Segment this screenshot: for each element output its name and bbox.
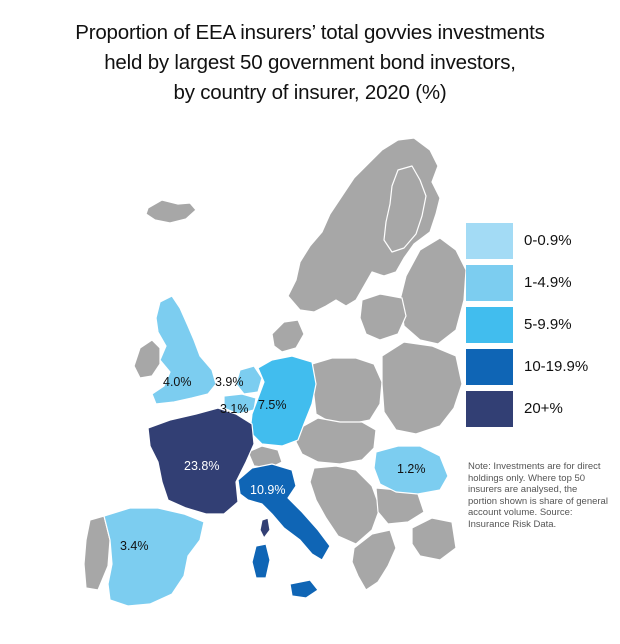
legend-swatch bbox=[466, 391, 513, 427]
legend: 0-0.9% 1-4.9% 5-9.9% 10-19.9% 20+% bbox=[466, 223, 616, 433]
balkans bbox=[309, 465, 381, 545]
label-netherlands: 3.9% bbox=[215, 375, 244, 389]
source-note: Note: Investments are for direct holding… bbox=[468, 461, 608, 530]
ukraine-belarus bbox=[381, 341, 463, 435]
switzerland bbox=[247, 445, 283, 469]
label-germany: 7.5% bbox=[258, 398, 287, 412]
sicily bbox=[289, 579, 319, 599]
central-europe bbox=[295, 417, 377, 465]
legend-label: 0-0.9% bbox=[524, 232, 572, 249]
italy bbox=[237, 463, 331, 561]
portugal bbox=[83, 515, 111, 591]
russia-west bbox=[399, 237, 467, 345]
sardinia bbox=[251, 543, 271, 579]
label-romania: 1.2% bbox=[397, 462, 426, 476]
legend-item: 5-9.9% bbox=[466, 307, 616, 349]
label-spain: 3.4% bbox=[120, 539, 149, 553]
denmark bbox=[271, 319, 305, 353]
france bbox=[147, 407, 255, 515]
legend-label: 20+% bbox=[524, 400, 563, 417]
grey-countries bbox=[83, 137, 467, 591]
greece bbox=[351, 529, 397, 591]
legend-item: 0-0.9% bbox=[466, 223, 616, 265]
legend-item: 20+% bbox=[466, 391, 616, 433]
ireland bbox=[133, 339, 161, 379]
legend-item: 1-4.9% bbox=[466, 265, 616, 307]
label-belgium: 3.1% bbox=[220, 402, 249, 416]
title-line-3: by country of insurer, 2020 (%) bbox=[173, 81, 447, 104]
value-labels: 4.0% 3.9% 3.1% 7.5% 23.8% 10.9% 3.4% 1.2… bbox=[120, 375, 426, 553]
iceland bbox=[145, 199, 197, 224]
romania bbox=[373, 445, 449, 495]
label-uk: 4.0% bbox=[163, 375, 192, 389]
corsica bbox=[259, 517, 271, 539]
label-italy: 10.9% bbox=[250, 483, 285, 497]
finland bbox=[383, 165, 427, 253]
legend-label: 10-19.9% bbox=[524, 358, 589, 375]
germany bbox=[249, 355, 317, 447]
uk bbox=[151, 295, 217, 405]
turkey bbox=[411, 517, 457, 561]
legend-swatch bbox=[466, 265, 513, 301]
legend-label: 1-4.9% bbox=[524, 274, 572, 291]
data-countries bbox=[103, 295, 449, 607]
netherlands bbox=[235, 365, 263, 395]
legend-swatch bbox=[466, 223, 513, 259]
spain bbox=[103, 507, 205, 607]
legend-label: 5-9.9% bbox=[524, 316, 572, 333]
title-line-1: Proportion of EEA insurers’ total govvie… bbox=[75, 21, 545, 44]
legend-swatch bbox=[466, 349, 513, 385]
legend-item: 10-19.9% bbox=[466, 349, 616, 391]
baltics bbox=[359, 293, 407, 341]
poland bbox=[311, 357, 383, 425]
chart-title: Proportion of EEA insurers’ total govvie… bbox=[0, 18, 620, 108]
title-line-2: held by largest 50 government bond inves… bbox=[104, 51, 516, 74]
legend-swatch bbox=[466, 307, 513, 343]
label-france: 23.8% bbox=[184, 459, 219, 473]
